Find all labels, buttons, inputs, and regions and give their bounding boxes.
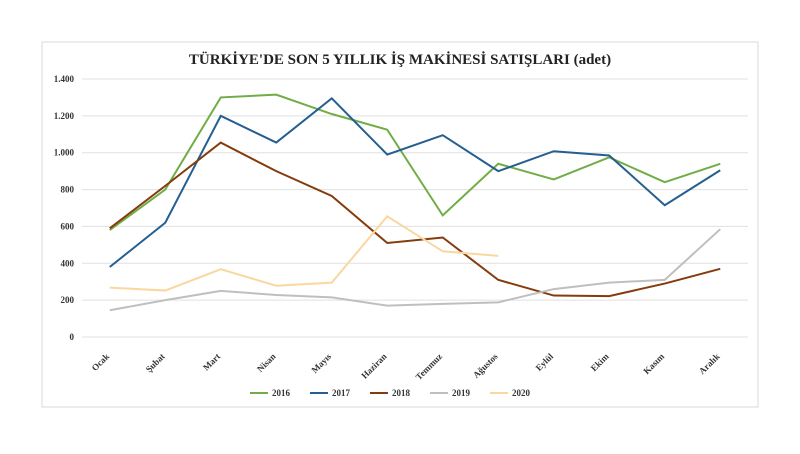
line-series (109, 214, 499, 292)
legend-label: 2017 (332, 388, 351, 398)
y-tick-label: 600 (61, 221, 75, 231)
y-tick-label: 800 (61, 185, 75, 195)
line-series (109, 93, 721, 231)
line-series (109, 228, 721, 312)
line-series (109, 141, 721, 298)
y-tick-label: 1.000 (54, 148, 75, 158)
legend-label: 2019 (452, 388, 471, 398)
legend-label: 2018 (392, 388, 411, 398)
y-tick-label: 1.200 (54, 111, 75, 121)
y-tick-label: 400 (61, 258, 75, 268)
legend-label: 2020 (512, 388, 531, 398)
line-series (109, 97, 721, 268)
chart-title: TÜRKİYE'DE SON 5 YILLIK İŞ MAKİNESİ SATI… (189, 51, 611, 68)
y-tick-label: 1.400 (54, 74, 75, 84)
y-tick-label: 0 (70, 332, 75, 342)
legend-label: 2016 (272, 388, 291, 398)
y-tick-label: 200 (61, 295, 75, 305)
